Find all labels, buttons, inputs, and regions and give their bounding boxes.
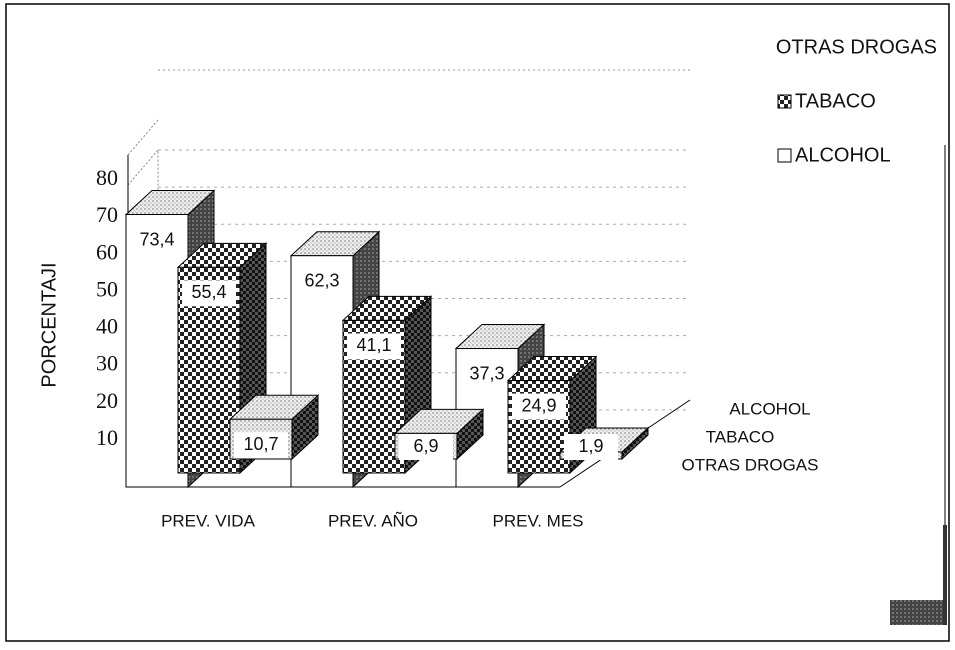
wall-edge bbox=[127, 119, 159, 156]
y-tick-label: 10 bbox=[96, 425, 118, 450]
value-label-box bbox=[182, 280, 236, 307]
y-tick-label: 50 bbox=[96, 276, 118, 301]
frame bbox=[5, 3, 950, 642]
value-label: 24,9 bbox=[521, 395, 556, 415]
depth-axis-label: TABACO bbox=[706, 427, 775, 446]
depth-axis-label: OTRAS DROGAS bbox=[682, 455, 819, 474]
legend-label: ALCOHOL bbox=[795, 144, 891, 166]
corner-block bbox=[890, 600, 945, 625]
value-label: 6,9 bbox=[413, 436, 438, 456]
legend-label: TABACO bbox=[795, 90, 876, 112]
x-tick-label: PREV. AÑO bbox=[328, 511, 418, 530]
y-tick-label: 80 bbox=[96, 165, 118, 190]
y-tick-label: 70 bbox=[96, 202, 118, 227]
value-label: 55,4 bbox=[191, 282, 226, 302]
y-tick-label: 40 bbox=[96, 314, 118, 339]
y-axis-label: PORCENTAJI bbox=[38, 262, 60, 387]
value-label-box bbox=[130, 227, 184, 254]
value-label-box bbox=[234, 432, 288, 459]
value-label: 1,9 bbox=[578, 436, 603, 456]
value-label: 73,4 bbox=[139, 229, 174, 249]
value-label: 41,1 bbox=[356, 335, 391, 355]
legend-label: OTRAS DROGAS bbox=[776, 36, 937, 58]
x-tick-label: PREV. MES bbox=[492, 511, 583, 530]
value-label-box bbox=[399, 434, 453, 460]
y-tick-label: 60 bbox=[96, 239, 118, 264]
value-label-box bbox=[295, 268, 349, 295]
legend-swatch bbox=[777, 94, 792, 109]
y-tick-label: 30 bbox=[96, 351, 118, 376]
value-label-box bbox=[512, 393, 566, 420]
value-label: 37,3 bbox=[469, 363, 504, 383]
value-label-box bbox=[347, 333, 401, 360]
y-tick-label: 20 bbox=[96, 388, 118, 413]
value-label-box bbox=[460, 361, 514, 388]
x-tick-label: PREV. VIDA bbox=[161, 511, 256, 530]
depth-axis-label: ALCOHOL bbox=[729, 399, 810, 418]
legend-swatch bbox=[777, 148, 792, 163]
value-label: 62,3 bbox=[304, 270, 339, 290]
value-label: 10,7 bbox=[243, 434, 278, 454]
value-label-box bbox=[564, 434, 618, 460]
